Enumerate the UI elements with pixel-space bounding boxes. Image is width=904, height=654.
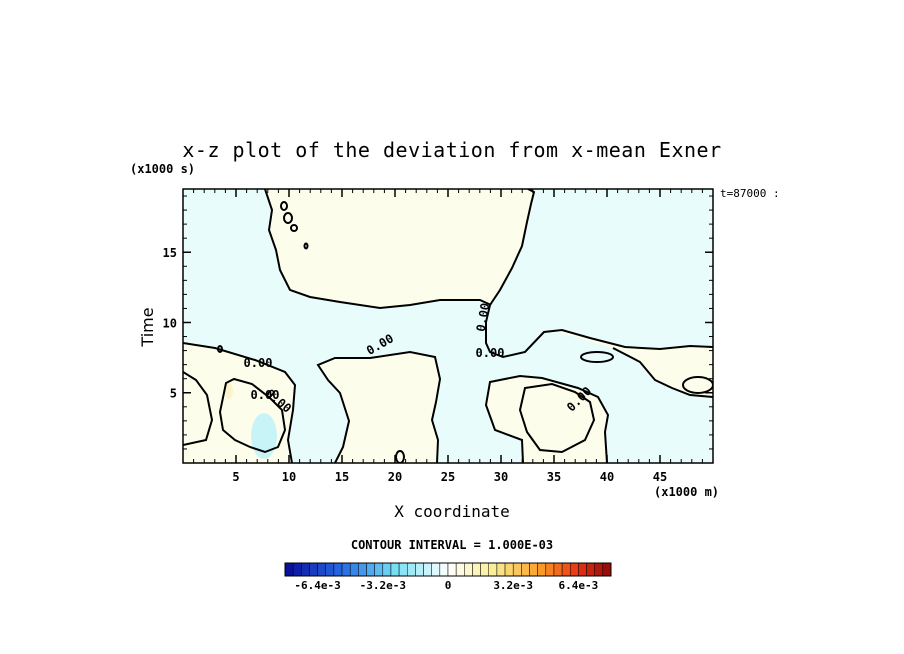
colorbar-tick-label: 6.4e-3 (559, 579, 599, 592)
colorbar-swatch (464, 562, 473, 577)
contour-line (183, 371, 214, 446)
strong-positive-blob (225, 383, 233, 399)
colorbar-swatch (496, 562, 506, 577)
contour-label: 0.00 (244, 356, 273, 370)
colorbar-swatch (578, 562, 587, 577)
colorbar-swatch (472, 562, 481, 577)
colorbar-swatch (423, 562, 432, 577)
colorbar-tick-label: -6.4e-3 (294, 579, 340, 592)
y-axis-unit: (x1000 s) (130, 162, 196, 176)
contour-loop (580, 351, 614, 363)
colorbar-tick-label: 0 (445, 579, 452, 592)
x-tick-label: 45 (653, 470, 667, 484)
y-axis-label: Time (138, 307, 157, 347)
contour-loop (283, 212, 293, 224)
colorbar (284, 562, 612, 577)
colorbar-swatch (586, 562, 595, 577)
colorbar-swatch (390, 562, 400, 577)
colorbar-swatch (431, 562, 441, 577)
contour-line (218, 377, 287, 454)
colorbar-swatch (301, 562, 310, 577)
colorbar-swatch (292, 562, 302, 577)
x-tick-label: 35 (547, 470, 561, 484)
contour-label: 0.00 (474, 302, 493, 333)
chart-title: x-z plot of the deviation from x-mean Ex… (182, 138, 722, 162)
contour-label: 0.00 (476, 346, 505, 360)
negative-region-band (183, 189, 713, 463)
contour-loop (395, 450, 405, 463)
colorbar-swatch (570, 562, 579, 577)
colorbar-swatch (333, 562, 343, 577)
colorbar-swatch (309, 562, 318, 577)
colorbar-swatch (407, 562, 416, 577)
colorbar-swatch (349, 562, 359, 577)
colorbar-swatch (455, 562, 465, 577)
contour-loop (280, 201, 288, 211)
colorbar-swatch (594, 562, 604, 577)
x-tick-label: 15 (335, 470, 349, 484)
contour-interval-label: CONTOUR INTERVAL = 1.000E-03 (350, 538, 554, 552)
colorbar-swatch (561, 562, 571, 577)
timestamp-label: t=87000 : (720, 187, 780, 200)
y-tick-label: 5 (170, 387, 177, 401)
colorbar-swatch (382, 562, 392, 577)
colorbar-swatch (415, 562, 424, 577)
colorbar-swatch (366, 562, 375, 577)
x-tick-label: 40 (600, 470, 614, 484)
colorbar-tick-label: -3.2e-3 (360, 579, 406, 592)
strong-negative-blob (251, 413, 277, 459)
y-tick-label: 15 (163, 246, 177, 260)
x-axis-unit: (x1000 m) (654, 485, 720, 499)
contour-line (484, 374, 610, 463)
major-ticks (183, 189, 713, 463)
colorbar-swatch (488, 562, 498, 577)
contour-loop (290, 224, 298, 232)
colorbar-swatch (537, 562, 547, 577)
minor-ticks (183, 189, 713, 463)
x-tick-label: 30 (494, 470, 508, 484)
x-tick-label: 5 (232, 470, 239, 484)
colorbar-swatch (480, 562, 490, 577)
colorbar-swatch (504, 562, 514, 577)
zero-contours (183, 189, 713, 463)
colorbar-swatch (529, 562, 538, 577)
colorbar-swatch (358, 562, 367, 577)
colorbar-swatch (398, 562, 408, 577)
contour-line (485, 189, 713, 359)
colorbar-labels: -6.4e-3 -3.2e-3 0 3.2e-3 6.4e-3 (294, 579, 598, 592)
colorbar-swatch (602, 562, 612, 577)
contour-line (612, 347, 713, 398)
contour-label: 0.00 (251, 388, 280, 402)
x-tick-label: 20 (388, 470, 402, 484)
colorbar-swatch (317, 562, 327, 577)
positive-region-bowl (520, 384, 594, 452)
contour-line (518, 382, 596, 454)
colorbar-swatch (374, 562, 384, 577)
x-axis-label: X coordinate (394, 502, 510, 521)
contour-loop (217, 345, 223, 353)
x-tick-label: 25 (441, 470, 455, 484)
x-tick-labels: 5 10 15 20 25 30 35 40 45 (232, 470, 667, 484)
contour-loop (303, 242, 309, 250)
contour-loop (682, 376, 713, 394)
colorbar-tick-label: 3.2e-3 (493, 579, 533, 592)
colorbar-swatch (447, 562, 457, 577)
y-tick-label: 10 (163, 316, 177, 330)
positive-region-lower-left (183, 372, 212, 445)
colorbar-frame (284, 562, 612, 577)
colorbar-swatch (545, 562, 555, 577)
contour-line (264, 189, 492, 310)
x-tick-label: 10 (282, 470, 296, 484)
colorbar-swatch (439, 562, 449, 577)
colorbar-swatch (341, 562, 351, 577)
colorbar-swatch (284, 562, 294, 577)
colorbar-swatch (325, 562, 335, 577)
contour-line (316, 350, 442, 463)
colorbar-swatch (553, 562, 563, 577)
colorbar-swatch (521, 562, 530, 577)
y-tick-labels: 5 10 15 (163, 246, 177, 401)
field-regions (183, 189, 713, 463)
colorbar-swatch (512, 562, 522, 577)
